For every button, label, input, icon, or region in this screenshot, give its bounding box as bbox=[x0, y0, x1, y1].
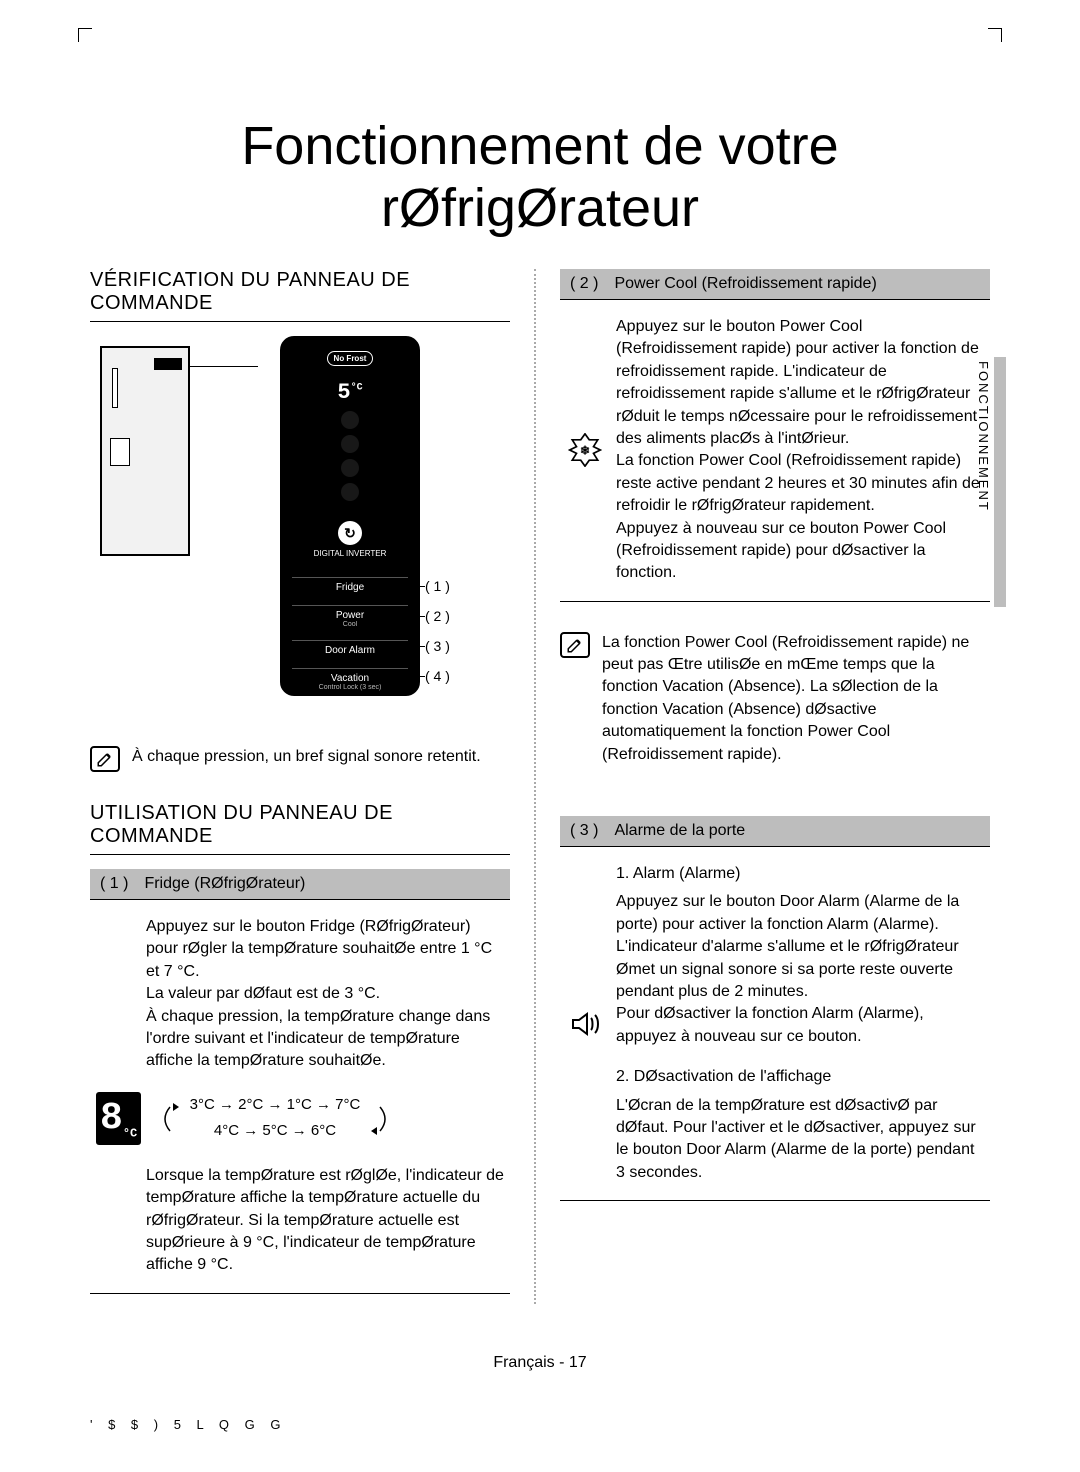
alarm-body2-title: 2. DØsactivation de l'affichage bbox=[616, 1066, 986, 1088]
cycle-diagram: 3°C → 2°C → 1°C → 7°C 4°C → 5°C → 6°C bbox=[155, 1089, 395, 1149]
temperature-cycle: 8°C 3°C → 2°C → 1°C → 7°C 4°C → 5°C → 6°… bbox=[96, 1089, 506, 1149]
page-footer: Français - 17 bbox=[0, 1354, 1080, 1372]
sub-num: ( 2 ) bbox=[570, 275, 598, 293]
control-panel: No Frost 5°C ↻ DIGITAL INVERTER Fridge P… bbox=[280, 336, 420, 696]
panel-temp-display: 5°C bbox=[282, 380, 418, 405]
svg-text:3°C → 2°C → 1°C → 7°C: 3°C → 2°C → 1°C → 7°C bbox=[190, 1096, 361, 1113]
dim-icon bbox=[341, 435, 359, 453]
svg-text:❄: ❄ bbox=[580, 444, 590, 458]
panel-btn-vacation: VacationControl Lock (3 sec) bbox=[292, 668, 408, 696]
speaker-icon bbox=[560, 847, 610, 1200]
dim-icon bbox=[341, 459, 359, 477]
digital-inverter-label: ↻ DIGITAL INVERTER bbox=[282, 521, 418, 559]
no-frost-badge: No Frost bbox=[327, 351, 374, 366]
fridge-outline bbox=[100, 346, 190, 556]
sub-num: ( 3 ) bbox=[570, 822, 598, 840]
column-separator bbox=[534, 269, 536, 1304]
note-text: À chaque pression, un bref signal sonore… bbox=[132, 746, 481, 772]
sub-label: Fridge (RØfrigØrateur) bbox=[144, 875, 305, 893]
alarm-body1: Appuyez sur le bouton Door Alarm (Alarme… bbox=[616, 891, 986, 1048]
section-verification: VÉRIFICATION DU PANNEAU DE COMMANDE bbox=[90, 269, 510, 322]
dim-icon bbox=[341, 483, 359, 501]
callout-3: ( 3 ) bbox=[425, 638, 450, 654]
callout-1: ( 1 ) bbox=[425, 578, 450, 594]
segment-display: 8°C bbox=[96, 1092, 141, 1145]
alarm-body1-title: 1. Alarm (Alarme) bbox=[616, 863, 986, 885]
note-text: La fonction Power Cool (Refroidissement … bbox=[602, 632, 990, 766]
side-tab: FONCTIONNEMENT bbox=[980, 357, 1006, 607]
powercool-block: ( 2 ) Power Cool (Refroidissement rapide… bbox=[560, 269, 990, 602]
drop-icon bbox=[341, 411, 359, 429]
crop-mark bbox=[988, 28, 1002, 42]
fridge-body-2: Lorsque la tempØrature est rØglØe, l'ind… bbox=[146, 1165, 506, 1277]
note-icon bbox=[560, 632, 590, 658]
note-verification: À chaque pression, un bref signal sonore… bbox=[90, 746, 510, 772]
sub-label: Power Cool (Refroidissement rapide) bbox=[614, 275, 876, 293]
fridge-block: ( 1 ) Fridge (RØfrigØrateur) Appuyez sur… bbox=[90, 869, 510, 1294]
alarm-block: ( 3 ) Alarme de la porte 1. Alarm (Alarm… bbox=[560, 816, 990, 1201]
note-icon bbox=[90, 746, 120, 772]
panel-btn-fridge: Fridge bbox=[292, 577, 408, 597]
fridge-body-1: Appuyez sur le bouton Fridge (RØfrigØrat… bbox=[146, 916, 506, 1073]
crop-mark bbox=[78, 28, 92, 42]
alarm-body2: L'Øcran de la tempØrature est dØsactivØ … bbox=[616, 1095, 986, 1185]
callout-4: ( 4 ) bbox=[425, 668, 450, 684]
control-panel-illustration: No Frost 5°C ↻ DIGITAL INVERTER Fridge P… bbox=[90, 336, 450, 716]
panel-btn-dooralarm: Door Alarm bbox=[292, 640, 408, 660]
powercool-body: Appuyez sur le bouton Power Cool (Refroi… bbox=[616, 316, 986, 585]
note-powercool: La fonction Power Cool (Refroidissement … bbox=[560, 632, 990, 766]
section-utilisation: UTILISATION DU PANNEAU DE COMMANDE bbox=[90, 802, 510, 855]
sub-num: ( 1 ) bbox=[100, 875, 128, 893]
svg-text:4°C → 5°C → 6°C: 4°C → 5°C → 6°C bbox=[214, 1122, 336, 1139]
footer-code: ' $ $ ) 5 L Q G G bbox=[90, 1417, 286, 1432]
panel-btn-powercool: PowerCool bbox=[292, 605, 408, 633]
sub-label: Alarme de la porte bbox=[614, 822, 745, 840]
page-title: Fonctionnement de votre rØfrigØrateur bbox=[90, 115, 990, 239]
snowflake-icon: ❄ bbox=[560, 300, 610, 601]
callout-2: ( 2 ) bbox=[425, 608, 450, 624]
